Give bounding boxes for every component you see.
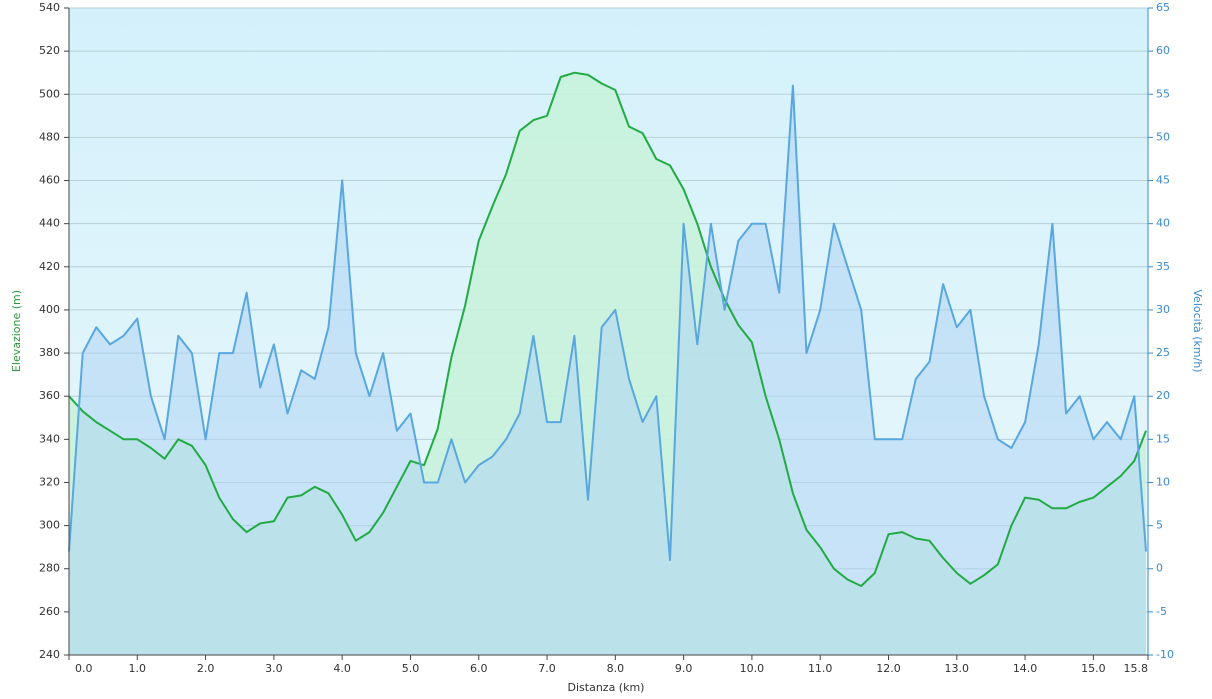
y-tick-label: 300 [39,519,60,532]
x-tick-label: 3.0 [265,662,283,675]
x-tick-label: 13.0 [945,662,970,675]
y2-tick-label: 40 [1156,217,1170,230]
x-tick-label: 1.0 [129,662,147,675]
y2-tick-label: 10 [1156,475,1170,488]
y-tick-label: 460 [39,174,60,187]
x-tick-label: 2.0 [197,662,215,675]
y2-tick-label: 55 [1156,87,1170,100]
y-tick-label: 260 [39,605,60,618]
y2-tick-label: 45 [1156,174,1170,187]
x-tick-label: 8.0 [607,662,625,675]
y-tick-label: 380 [39,346,60,359]
y-tick-label: 240 [39,648,60,661]
y-tick-label: 400 [39,303,60,316]
y2-tick-label: 20 [1156,389,1170,402]
x-tick-label: 0.0 [75,662,93,675]
y-tick-label: 520 [39,44,60,57]
y-tick-label: 540 [39,1,60,14]
series-line [68,71,1147,587]
y2-tick-label: -10 [1156,648,1174,661]
x-tick-label: 10.0 [740,662,765,675]
y-tick-label: 500 [39,87,60,100]
y2-tick-label: 65 [1156,1,1170,14]
y2-tick-label: 15 [1156,432,1170,445]
x-tick-label: 9.0 [675,662,693,675]
x-tick-label: 6.0 [470,662,488,675]
x-tick-label: 5.0 [402,662,420,675]
x-tick-label: 15.0 [1081,662,1106,675]
y2-tick-label: 50 [1156,130,1170,143]
y2-tick-label: 60 [1156,44,1170,57]
y-tick-label: 340 [39,432,60,445]
y2-tick-label: 25 [1156,346,1170,359]
series-line [68,84,1147,562]
y-axis-label: Elevazione (m) [10,290,23,372]
y-tick-label: 320 [39,475,60,488]
y2-tick-label: -5 [1156,605,1167,618]
y2-axis-label: Velocità (km/h) [1191,289,1204,372]
x-tick-label: 7.0 [538,662,556,675]
y-tick-label: 280 [39,562,60,575]
y-tick-label: 480 [39,130,60,143]
x-tick-label: 14.0 [1013,662,1038,675]
y-tick-label: 420 [39,260,60,273]
y-tick-label: 360 [39,389,60,402]
y2-tick-label: 35 [1156,260,1170,273]
x-tick-label: 15.8 [1124,662,1149,675]
x-tick-label: 4.0 [333,662,351,675]
y-tick-label: 440 [39,217,60,230]
y2-tick-label: 5 [1156,519,1163,532]
y2-tick-label: 0 [1156,562,1163,575]
x-tick-label: 11.0 [808,662,833,675]
y2-tick-label: 30 [1156,303,1170,316]
x-axis-label: Distanza (km) [568,681,645,694]
x-tick-label: 12.0 [876,662,901,675]
